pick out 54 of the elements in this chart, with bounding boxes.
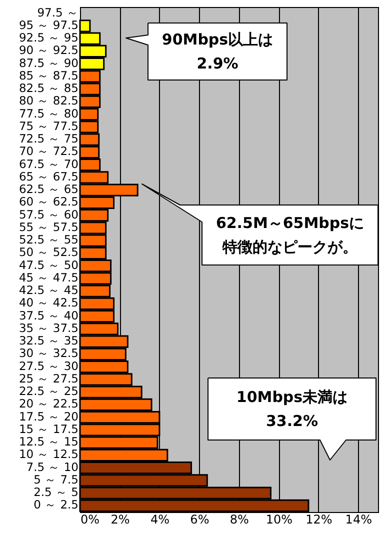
y-tick-label: 10 ～ 12.5 bbox=[18, 447, 78, 462]
y-tick-label: 85 ～ 87.5 bbox=[18, 68, 78, 82]
x-tick-label: 4% bbox=[150, 512, 170, 526]
annotation: 90Mbps以上は bbox=[162, 30, 274, 48]
annotation: 33.2% bbox=[266, 412, 318, 430]
y-tick-label: 52.5 ～ 55 bbox=[18, 232, 78, 247]
y-tick-label: 75 ～ 77.5 bbox=[18, 118, 78, 133]
annotation: 62.5M～65Mbpsに bbox=[216, 214, 364, 232]
x-tick-label: 12% bbox=[306, 512, 332, 526]
y-tick-label: 50 ～ 52.5 bbox=[18, 245, 78, 260]
y-tick-label: 90 ～ 92.5 bbox=[18, 43, 78, 58]
y-tick-label: 57.5 ～ 60 bbox=[18, 207, 78, 222]
y-tick-label: 97.5 ～ bbox=[37, 5, 78, 20]
y-tick-label: 92.5 ～ 95 bbox=[18, 30, 78, 45]
y-tick-label: 45 ～ 47.5 bbox=[18, 270, 78, 284]
y-tick-label: 37.5 ～ 40 bbox=[18, 308, 78, 322]
y-tick-label: 67.5 ～ 70 bbox=[18, 156, 78, 171]
y-tick-label: 20 ～ 22.5 bbox=[18, 396, 78, 411]
y-tick-label: 12.5 ～ 15 bbox=[18, 434, 78, 449]
y-tick-label: 7.5 ～ 10 bbox=[26, 460, 78, 474]
y-tick-label: 0 ～ 2.5 bbox=[34, 498, 78, 512]
x-tick-label: 10% bbox=[266, 512, 293, 526]
y-tick-label: 70 ～ 72.5 bbox=[18, 144, 78, 158]
y-tick-label: 15 ～ 17.5 bbox=[18, 422, 78, 436]
x-tick-label: 2% bbox=[110, 512, 130, 526]
y-tick-label: 65 ～ 67.5 bbox=[18, 169, 78, 184]
y-tick-label: 55 ～ 57.5 bbox=[18, 220, 78, 234]
y-tick-label: 62.5 ～ 65 bbox=[18, 182, 78, 196]
y-tick-label: 17.5 ～ 20 bbox=[18, 409, 78, 424]
annotation: 特徴的なピークが。 bbox=[222, 238, 358, 256]
y-tick-label: 27.5 ～ 30 bbox=[18, 358, 78, 373]
y-tick-label: 87.5 ～ 90 bbox=[18, 56, 78, 70]
y-tick-label: 35 ～ 37.5 bbox=[18, 320, 78, 335]
x-tick-label: 8% bbox=[230, 512, 249, 526]
x-tick-label: 14% bbox=[345, 512, 372, 526]
y-tick-label: 95 ～ 97.5 bbox=[18, 18, 78, 32]
annotation: 10Mbps未満は bbox=[236, 388, 348, 406]
y-tick-label: 2.5 ～ 5 bbox=[34, 485, 78, 500]
y-tick-label: 40 ～ 42.5 bbox=[18, 296, 78, 310]
y-tick-label: 77.5 ～ 80 bbox=[18, 106, 78, 120]
y-tick-label: 42.5 ～ 45 bbox=[18, 283, 78, 298]
y-tick-label: 30 ～ 32.5 bbox=[18, 346, 78, 360]
x-tick-label: 0% bbox=[80, 512, 100, 526]
annotation: 2.9% bbox=[196, 54, 238, 72]
y-tick-label: 25 ～ 27.5 bbox=[18, 371, 78, 386]
y-tick-label: 60 ～ 62.5 bbox=[18, 194, 78, 209]
y-tick-label: 72.5 ～ 75 bbox=[18, 132, 78, 146]
y-tick-label: 80 ～ 82.5 bbox=[18, 94, 78, 108]
y-tick-label: 82.5 ～ 85 bbox=[18, 81, 78, 96]
y-tick-label: 22.5 ～ 25 bbox=[18, 384, 78, 398]
y-tick-label: 32.5 ～ 35 bbox=[18, 334, 78, 348]
x-tick-label: 6% bbox=[190, 512, 210, 526]
y-tick-label: 47.5 ～ 50 bbox=[18, 258, 78, 272]
y-tick-label: 5 ～ 7.5 bbox=[34, 472, 78, 486]
